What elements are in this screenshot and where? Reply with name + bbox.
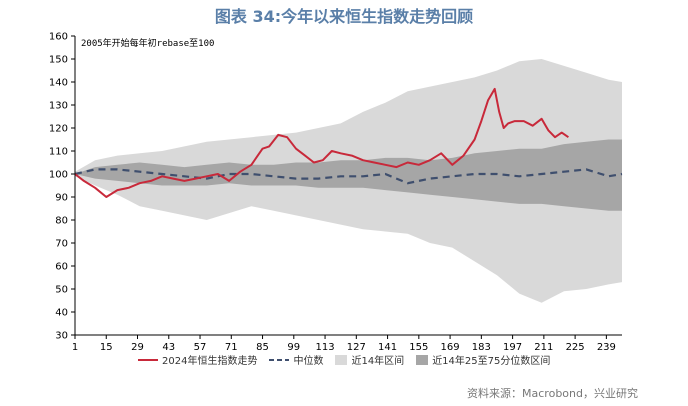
legend-item-median: 中位数 xyxy=(269,352,323,367)
x-tick-label: 211 xyxy=(534,342,553,353)
x-tick-label: 155 xyxy=(409,342,428,353)
y-tick-label: 130 xyxy=(49,101,68,112)
y-tick-label: 60 xyxy=(55,262,68,273)
y-tick-label: 30 xyxy=(55,331,68,342)
y-tick-label: 100 xyxy=(49,170,68,181)
x-tick-label: 183 xyxy=(472,342,491,353)
x-tick-label: 1 xyxy=(72,342,78,353)
y-tick-label: 150 xyxy=(49,55,68,66)
y-tick-label: 80 xyxy=(55,216,68,227)
chart-legend: 2024年恒生指数走势 中位数 近14年区间 近14年25至75分位数区间 xyxy=(138,352,550,367)
x-tick-label: 57 xyxy=(194,342,207,353)
legend-label-range14: 近14年区间 xyxy=(351,356,405,367)
x-tick-label: 15 xyxy=(100,342,113,353)
hsi-2024-line xyxy=(74,87,569,198)
x-tick-label: 225 xyxy=(566,342,585,353)
y-tick-label: 160 xyxy=(49,32,68,43)
x-tick-label: 43 xyxy=(162,342,175,353)
chart-title: 图表 34:今年以来恒生指数走势回顾 xyxy=(214,7,474,26)
x-tick-label: 197 xyxy=(503,342,522,353)
band-range-25-75 xyxy=(75,139,622,211)
legend-item-range14: 近14年区间 xyxy=(335,352,404,367)
x-tick-label: 99 xyxy=(287,342,300,353)
x-tick-label: 29 xyxy=(131,342,144,353)
legend-item-hsi: 2024年恒生指数走势 xyxy=(138,352,257,367)
y-tick-label: 110 xyxy=(49,147,68,158)
x-tick-label: 85 xyxy=(256,342,269,353)
x-tick-label: 113 xyxy=(316,342,335,353)
y-tick-label: 120 xyxy=(49,124,68,135)
y-tick-label: 50 xyxy=(55,285,68,296)
x-tick-label: 239 xyxy=(597,342,616,353)
x-tick-label: 141 xyxy=(378,342,397,353)
x-tick-label: 127 xyxy=(347,342,366,353)
legend-label-hsi: 2024年恒生指数走势 xyxy=(162,356,258,367)
y-tick-label: 90 xyxy=(55,193,68,204)
x-tick-label: 169 xyxy=(441,342,460,353)
x-tick-label: 71 xyxy=(225,342,238,353)
legend-label-iqr: 近14年25至75分位数区间 xyxy=(432,356,551,367)
y-tick-label: 70 xyxy=(55,239,68,250)
median-line xyxy=(74,168,623,185)
legend-item-iqr: 近14年25至75分位数区间 xyxy=(416,352,550,367)
chart-canvas: 30 40 50 60 70 80 90 100 110 120 130 140 150 160 1 15 29… xyxy=(49,32,623,353)
y-tick-label: 140 xyxy=(49,78,68,89)
y-tick-label: 40 xyxy=(55,308,68,319)
chart-annotation: 2005年开始每年初rebase至100 xyxy=(81,37,214,49)
legend-label-median: 中位数 xyxy=(293,356,324,367)
source-note: 资料来源：Macrobond，兴业研究 xyxy=(467,387,638,400)
